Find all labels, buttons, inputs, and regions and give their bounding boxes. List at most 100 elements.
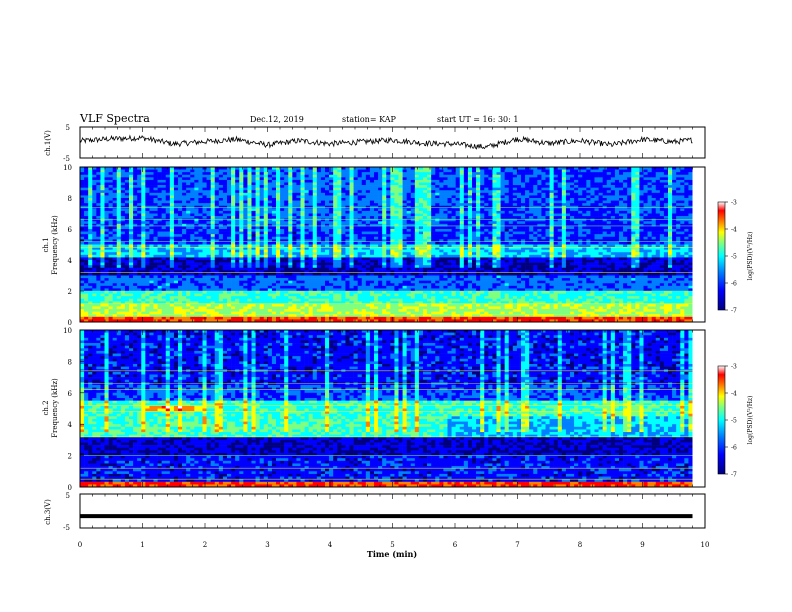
spectrogram-cell xyxy=(484,172,489,176)
spectrogram-cell xyxy=(659,177,665,181)
spectrogram-cell xyxy=(133,195,138,199)
spectrogram-cell xyxy=(255,218,260,222)
spectrogram-cell xyxy=(108,198,113,201)
spectrogram-cell xyxy=(598,234,603,238)
spectrogram-cell xyxy=(484,239,489,243)
spectrogram-cell xyxy=(668,218,673,222)
spectrogram-cell xyxy=(635,226,640,230)
spectrogram-cell xyxy=(320,172,326,176)
spectrogram-cell xyxy=(541,221,546,225)
spectrogram-cell xyxy=(276,223,281,227)
spectrogram-cell xyxy=(390,241,395,245)
spectrogram-cell xyxy=(92,169,97,173)
spectrogram-cell xyxy=(312,229,318,232)
spectrogram-cell xyxy=(361,226,367,230)
spectrogram-cell xyxy=(578,247,583,250)
spectrogram-cell xyxy=(304,187,309,191)
spectrogram-cell xyxy=(676,223,681,227)
spectrogram-cell xyxy=(124,249,130,253)
spectrogram-cell xyxy=(182,247,187,250)
spectrogram-cell xyxy=(521,169,526,173)
spectrogram-cell xyxy=(623,241,628,245)
spectrogram-cell xyxy=(190,241,195,245)
spectrogram-cell xyxy=(288,172,293,176)
spectrogram-cell xyxy=(304,249,309,253)
spectrogram-cell xyxy=(688,208,693,212)
spectrogram-cell xyxy=(169,203,175,207)
spectrogram-cell xyxy=(431,236,436,240)
spectrogram-cell xyxy=(165,234,171,238)
spectrogram-cell xyxy=(643,195,648,199)
spectrogram-cell xyxy=(459,185,465,188)
spectrogram-cell xyxy=(361,221,367,225)
spectrogram-cell xyxy=(512,192,518,196)
spectrogram-cell xyxy=(378,190,383,194)
spectrogram-cell xyxy=(459,182,465,186)
spectrogram-cell xyxy=(492,210,497,214)
spectrogram-cell xyxy=(578,190,583,194)
spectrogram-cell xyxy=(178,216,183,219)
spectrogram-cell xyxy=(500,167,505,170)
spectrogram-cell xyxy=(529,221,534,225)
spectrogram-cell xyxy=(243,192,248,196)
spectrogram-cell xyxy=(137,185,142,188)
spectrogram-cell xyxy=(80,218,85,222)
spectrogram-cell xyxy=(100,236,105,240)
spectrogram-cell xyxy=(357,231,363,235)
spectrogram-cell xyxy=(467,234,473,238)
spectrogram-cell xyxy=(651,229,657,232)
spectrogram-cell xyxy=(169,244,175,248)
spectrogram-cell xyxy=(337,236,342,240)
spectrogram-cell xyxy=(516,169,522,173)
spectrogram-cell xyxy=(157,169,162,173)
spectrogram-cell xyxy=(463,236,469,240)
spectrogram-cell xyxy=(276,247,281,250)
spectrogram-cell xyxy=(680,208,685,212)
spectrogram-cell xyxy=(529,174,534,178)
spectrogram-cell xyxy=(394,167,399,170)
spectrogram-cell xyxy=(635,234,640,238)
spectrogram-cell xyxy=(663,229,669,232)
spectrogram-cell xyxy=(410,187,416,191)
spectrogram-cell xyxy=(598,192,603,196)
spectrogram-cell xyxy=(659,190,665,194)
spectrogram-cell xyxy=(557,236,563,240)
spectrogram-cell xyxy=(227,169,232,173)
spectrogram-cell xyxy=(320,179,326,183)
spectrogram-cell xyxy=(124,192,130,196)
spectrogram-cell xyxy=(141,239,146,243)
spectrogram-cell xyxy=(627,177,632,181)
spectrogram-cell xyxy=(214,231,220,235)
spectrogram-cell xyxy=(410,231,416,235)
spectrogram-cell xyxy=(582,216,587,219)
spectrogram-cell xyxy=(439,210,444,214)
spectrogram-cell xyxy=(651,223,657,227)
spectrogram-cell xyxy=(480,226,485,230)
spectrogram-cell xyxy=(512,247,518,250)
spectrogram-cell xyxy=(345,167,350,170)
spectrogram-cell xyxy=(88,208,93,212)
spectrogram-cell xyxy=(431,192,436,196)
spectrogram-cell xyxy=(557,169,563,173)
spectrogram-cell xyxy=(418,172,424,176)
spectrogram-cell xyxy=(239,234,244,238)
spectrogram-cell xyxy=(549,182,554,186)
spectrogram-cell xyxy=(578,203,583,207)
spectrogram-cell xyxy=(594,236,599,240)
spectrogram-cell xyxy=(553,231,559,235)
spectrogram-cell xyxy=(508,187,514,191)
spectrogram-cell xyxy=(267,172,273,176)
spectrogram-cell xyxy=(394,216,399,219)
spectrogram-cell xyxy=(345,234,350,238)
spectrogram-cell xyxy=(112,241,118,245)
spectrogram-cell xyxy=(157,172,162,176)
spectrogram-cell xyxy=(659,218,665,222)
spectrogram-cell xyxy=(222,169,228,173)
spectrogram-cell xyxy=(598,172,603,176)
spectrogram-cell xyxy=(202,190,207,194)
spectrogram-cell xyxy=(227,229,232,232)
spectrogram-cell xyxy=(492,226,497,230)
spectrogram-cell xyxy=(243,195,248,199)
spectrogram-cell xyxy=(247,234,252,238)
spectrogram-cell xyxy=(153,244,158,248)
